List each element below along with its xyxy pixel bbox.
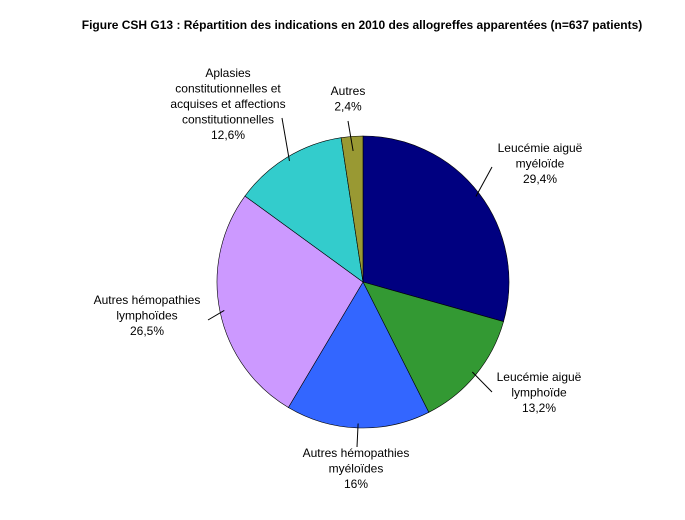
slice-label: Aplasies constitutionnelles et acquises et… bbox=[170, 66, 285, 127]
slice-label-line: Aplasies bbox=[205, 66, 250, 80]
value-label: 13,2% bbox=[522, 401, 556, 415]
leader-line bbox=[475, 166, 493, 197]
value-label: 16% bbox=[344, 477, 368, 491]
slice-label-line: lymphoïdes bbox=[116, 309, 177, 323]
value-label: 29,4% bbox=[523, 172, 557, 186]
slice-label-line: myéloïde bbox=[516, 157, 565, 171]
value-label: 26,5% bbox=[130, 324, 164, 338]
slice-label-line: Leucémie aiguë bbox=[497, 370, 582, 384]
slice-label: Autres bbox=[331, 84, 366, 98]
slice-label-line: lymphoïde bbox=[511, 386, 567, 400]
leader-line bbox=[281, 117, 290, 162]
slice-label-line: myéloïdes bbox=[329, 462, 384, 476]
slice-label: Leucémie aiguë myéloïde bbox=[498, 141, 583, 171]
pie-slice bbox=[244, 137, 364, 283]
slice-label: Autres hémopathies lymphoïdes bbox=[94, 293, 201, 323]
pie-slice bbox=[362, 135, 510, 322]
leader-line bbox=[471, 371, 493, 393]
slice-label-line: constitutionnelles bbox=[182, 113, 274, 127]
value-label: 2,4% bbox=[334, 100, 362, 114]
slice-label-line: acquises et affections bbox=[170, 97, 285, 111]
slice-label-line: Autres bbox=[331, 84, 366, 98]
slice-label: Autres hémopathies myéloïdes bbox=[303, 446, 410, 476]
value-label: 12,6% bbox=[211, 128, 245, 142]
pie-slice bbox=[340, 135, 364, 283]
slice-label-line: Autres hémopathies bbox=[94, 293, 201, 307]
chart-title: Figure CSH G13 : Répartition des indicat… bbox=[82, 18, 643, 32]
slice-label: Leucémie aiguë lymphoïde bbox=[497, 370, 582, 400]
leader-line bbox=[356, 423, 359, 448]
slice-label-line: constitutionnelles et bbox=[175, 82, 281, 96]
leader-line bbox=[207, 310, 225, 321]
slice-label-line: Autres hémopathies bbox=[303, 446, 410, 460]
slice-label-line: Leucémie aiguë bbox=[498, 141, 583, 155]
pie-slice bbox=[216, 195, 364, 408]
leader-line bbox=[347, 120, 354, 152]
